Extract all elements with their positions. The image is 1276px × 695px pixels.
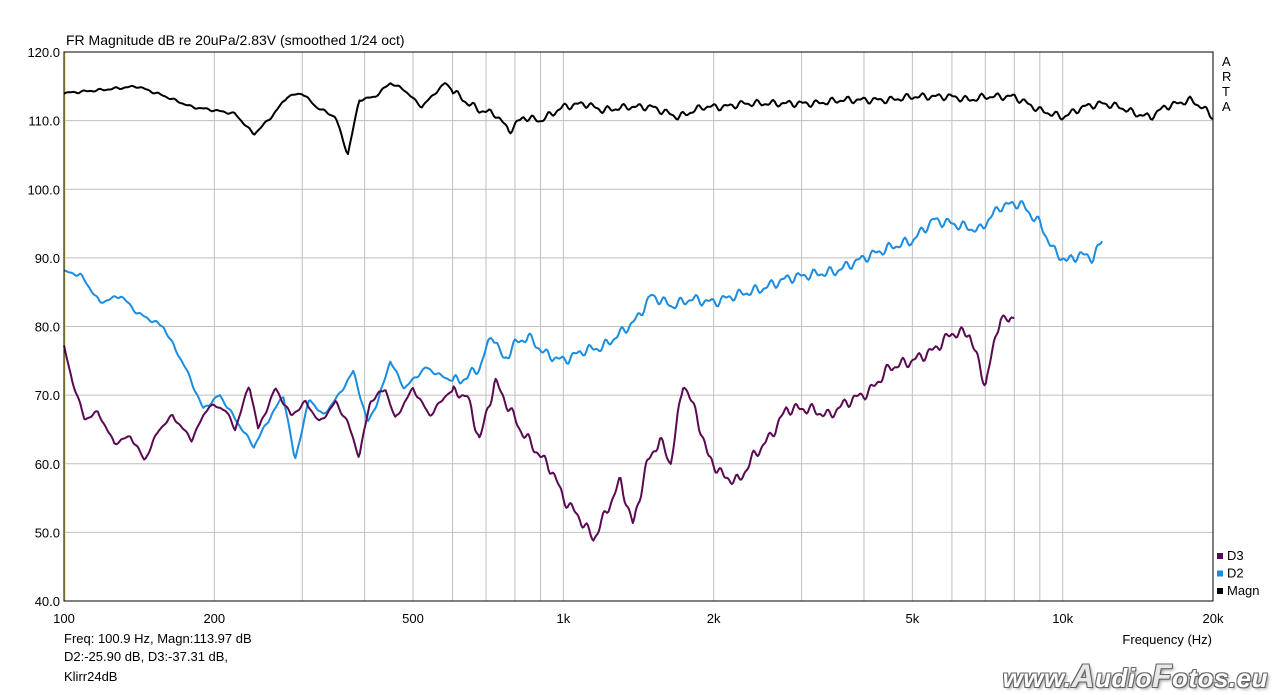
x-tick-label: 5k	[905, 611, 919, 626]
arta-brand: A R T A	[1222, 54, 1231, 114]
legend-label-d3: D3	[1227, 548, 1244, 563]
y-tick-label: 70.0	[35, 388, 60, 403]
y-tick-label: 80.0	[35, 320, 60, 335]
x-tick-label: 20k	[1203, 611, 1224, 626]
y-tick-label: 90.0	[35, 251, 60, 266]
legend: D3 D2 Magn	[1217, 548, 1260, 598]
plot-frame	[63, 51, 1214, 602]
status-distortion: D2:-25.90 dB, D3:-37.31 dB,	[64, 649, 229, 664]
x-tick-label: 100	[53, 611, 75, 626]
brand-letter: R	[1222, 69, 1231, 84]
y-tick-label: 40.0	[35, 594, 60, 609]
series-line-d3	[63, 314, 1015, 542]
status-freq-magn: Freq: 100.9 Hz, Magn:113.97 dB	[64, 631, 252, 646]
y-tick-label: 110.0	[28, 114, 60, 129]
status-note: Klirr24dB	[64, 669, 118, 684]
legend-label-d2: D2	[1227, 566, 1244, 581]
x-tick-label: 10k	[1052, 611, 1073, 626]
brand-letter: A	[1222, 99, 1231, 114]
y-tick-label: 100.0	[27, 182, 60, 197]
x-tick-label: 1k	[556, 611, 570, 626]
chart-title: FR Magnitude dB re 20uPa/2.83V (smoothed…	[66, 32, 405, 48]
y-tick-label: 60.0	[35, 457, 60, 472]
watermark: www.AudioFotos.eu	[1002, 658, 1268, 694]
series-layer	[63, 82, 1214, 542]
brand-letter: T	[1222, 84, 1230, 99]
series-line-magn	[63, 82, 1214, 155]
x-tick-label: 200	[203, 611, 225, 626]
legend-swatch-d3	[1217, 553, 1223, 559]
x-tick-label: 2k	[707, 611, 721, 626]
legend-label-magn: Magn	[1227, 583, 1260, 598]
grid	[64, 52, 1213, 601]
y-tick-label: 120.0	[27, 45, 60, 60]
y-tick-label: 50.0	[35, 525, 60, 540]
tick-labels: 100 200 500 1k 2k 5k 10k 20k 40.0 50.0 60.0 70.0 80.…	[27, 45, 1224, 626]
legend-swatch-magn	[1217, 588, 1223, 594]
series-line-d2	[63, 200, 1104, 460]
legend-swatch-d2	[1217, 570, 1223, 577]
brand-letter: A	[1222, 54, 1231, 69]
x-tick-label: 500	[402, 611, 424, 626]
x-axis-label: Frequency (Hz)	[1122, 632, 1212, 647]
